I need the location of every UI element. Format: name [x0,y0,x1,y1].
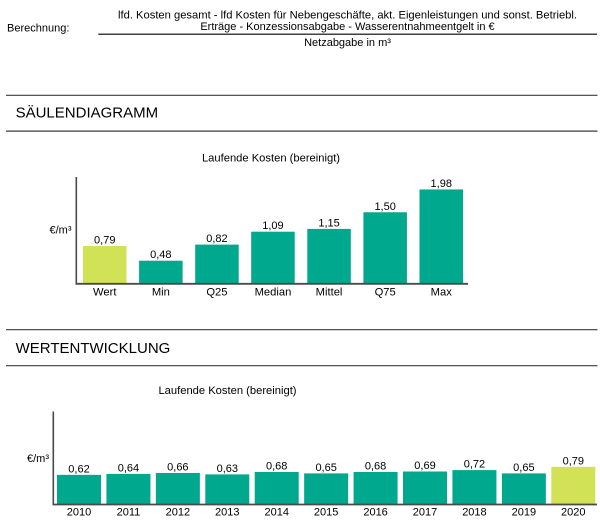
svg-text:0,64: 0,64 [118,462,139,474]
svg-text:€/m³: €/m³ [27,453,49,465]
svg-text:Wert: Wert [93,286,117,298]
svg-text:SÄULENDIAGRAMM: SÄULENDIAGRAMM [16,105,159,122]
svg-text:Berechnung:: Berechnung: [7,23,69,35]
svg-text:0,62: 0,62 [68,463,89,475]
svg-text:Max: Max [431,286,453,298]
svg-text:2014: 2014 [264,506,288,518]
svg-text:0,65: 0,65 [513,462,534,474]
svg-text:1,09: 1,09 [262,220,283,232]
svg-text:2015: 2015 [314,506,338,518]
svg-text:Erträge - Konzessionsabgabe -: Erträge - Konzessionsabgabe - Wasserentn… [200,21,494,33]
svg-text:Laufende Kosten (bereinigt): Laufende Kosten (bereinigt) [202,153,340,165]
svg-text:Q75: Q75 [375,286,396,298]
svg-text:2018: 2018 [462,506,486,518]
svg-text:2010: 2010 [67,506,91,518]
svg-text:0,72: 0,72 [464,459,485,471]
svg-text:2013: 2013 [215,506,239,518]
svg-text:1,98: 1,98 [431,178,452,190]
svg-text:Q25: Q25 [206,286,227,298]
svg-text:€/m³: €/m³ [50,225,72,237]
svg-text:0,69: 0,69 [414,460,435,472]
svg-text:Mittel: Mittel [316,286,343,298]
svg-text:0,68: 0,68 [365,461,386,473]
svg-text:0,66: 0,66 [167,461,188,473]
svg-text:0,65: 0,65 [315,462,336,474]
svg-text:Netzabgabe in m³: Netzabgabe in m³ [304,37,391,49]
svg-text:2020: 2020 [561,506,585,518]
svg-text:2019: 2019 [512,506,536,518]
svg-text:2017: 2017 [413,506,437,518]
svg-text:Median: Median [255,286,292,298]
svg-text:0,63: 0,63 [217,463,238,475]
svg-text:1,15: 1,15 [318,217,339,229]
svg-text:0,79: 0,79 [94,235,115,247]
svg-text:2011: 2011 [117,506,141,518]
svg-text:WERTENTWICKLUNG: WERTENTWICKLUNG [16,340,171,357]
svg-text:0,82: 0,82 [206,233,227,245]
svg-text:2016: 2016 [363,506,387,518]
svg-text:Min: Min [152,286,170,298]
svg-text:0,68: 0,68 [266,461,287,473]
svg-text:lfd. Kosten gesamt - lfd Koste: lfd. Kosten gesamt - lfd Kosten für Nebe… [118,10,577,22]
svg-text:1,50: 1,50 [374,201,395,213]
svg-text:Laufende Kosten (bereinigt): Laufende Kosten (bereinigt) [158,385,296,397]
svg-text:0,79: 0,79 [563,455,584,467]
svg-text:0,48: 0,48 [150,249,171,261]
svg-text:2012: 2012 [166,506,190,518]
